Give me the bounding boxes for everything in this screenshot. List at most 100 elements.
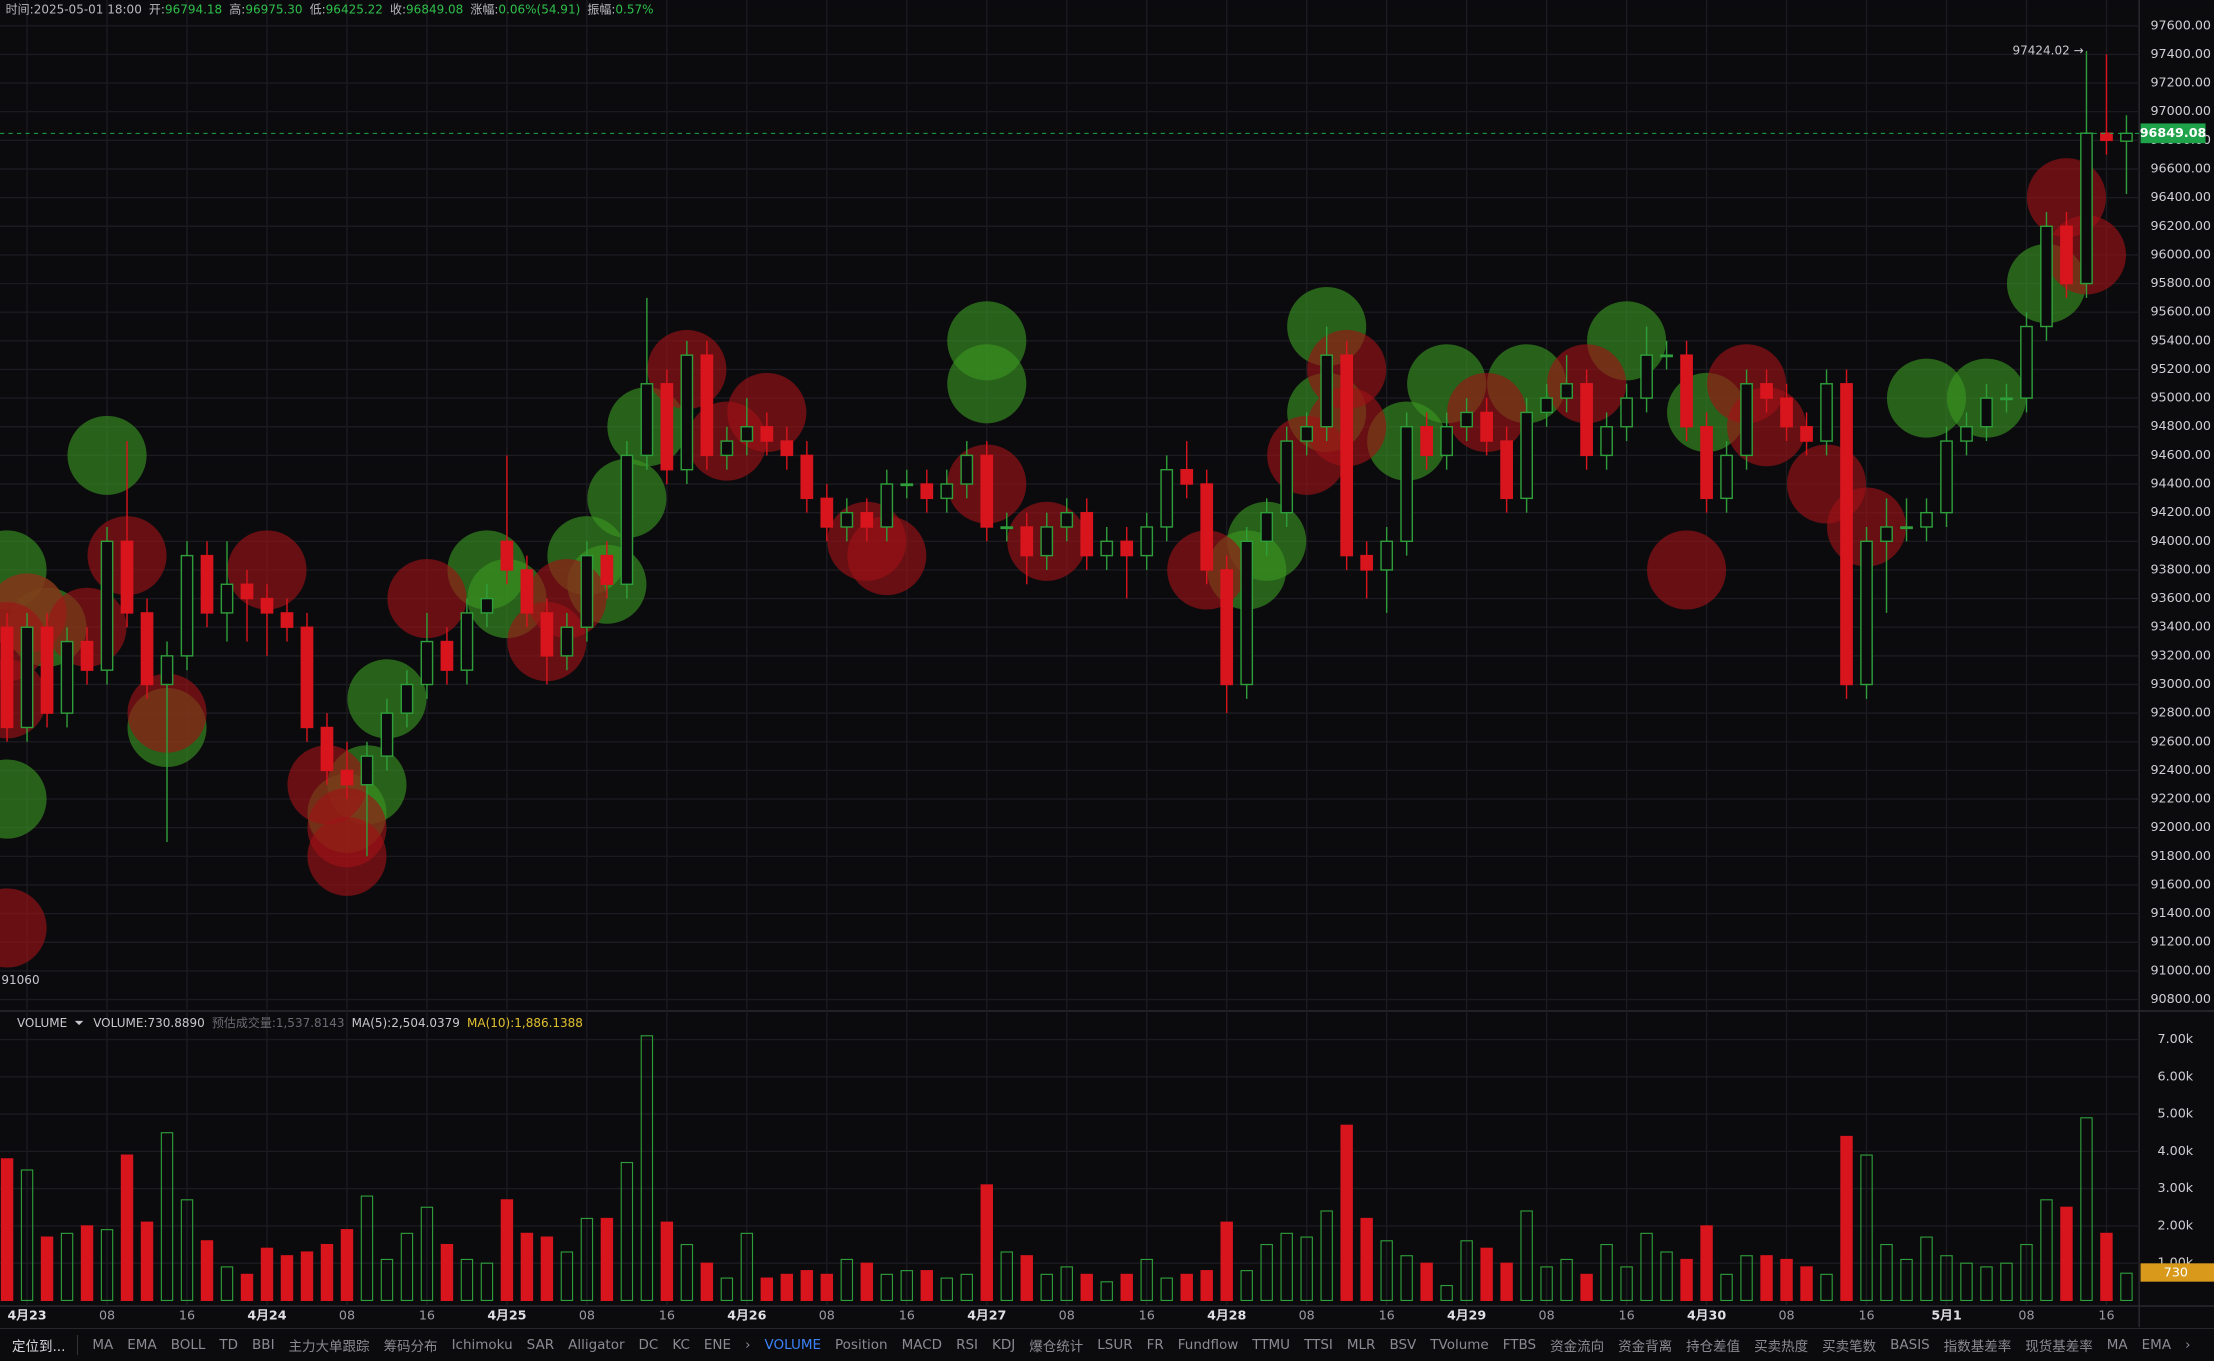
indicator-button[interactable]: BSV (1389, 1337, 1417, 1353)
x-tick-label: 16 (179, 1307, 195, 1322)
volume-bar (320, 1243, 334, 1302)
volume-bar (580, 1217, 594, 1302)
y-tick-label: 92400.00 (2150, 762, 2211, 777)
y-tick-label: 93600.00 (2150, 590, 2211, 605)
volume-bar (1920, 1236, 1933, 1302)
x-tick-label: 08 (99, 1307, 115, 1322)
indicator-button[interactable]: Alligator (568, 1337, 625, 1353)
indicator-button[interactable]: BASIS (1890, 1337, 1930, 1353)
indicator-button[interactable]: TTMU (1252, 1337, 1291, 1353)
volume-bar (1980, 1266, 1993, 1302)
indicator-button[interactable]: MLR (1346, 1337, 1376, 1353)
x-tick-label: 16 (419, 1307, 435, 1322)
volume-bar (1400, 1255, 1413, 1302)
y-tick-label: 97200.00 (2150, 75, 2211, 90)
grid: 97600.0097400.0097200.0097000.0096800.00… (0, 0, 2211, 1322)
candle-body (800, 454, 814, 500)
indicator-button[interactable]: Ichimoku (451, 1337, 513, 1353)
indicator-button[interactable]: › (745, 1337, 751, 1353)
y-tick-label: 2.00k (2158, 1217, 2194, 1232)
indicator-button[interactable]: SAR (526, 1337, 555, 1353)
volume-bar (920, 1270, 934, 1302)
indicator-button[interactable]: EMA (2141, 1337, 2172, 1353)
volume-bar (2040, 1199, 2053, 1302)
indicator-button[interactable]: 爆仓统计 (1029, 1339, 1084, 1355)
candle-body (920, 483, 934, 500)
volume-bar (1540, 1266, 1553, 1302)
indicator-button[interactable]: 买卖笔数 (1822, 1339, 1877, 1355)
indicator-button[interactable]: MA (92, 1337, 114, 1353)
indicator-button[interactable]: KC (672, 1337, 690, 1353)
x-tick-label: 4月23 (7, 1307, 46, 1322)
indicator-button[interactable]: LSUR (1097, 1337, 1133, 1353)
header-value: 96975.30 (245, 2, 302, 16)
indicator-button[interactable]: 主力大单跟踪 (288, 1339, 370, 1355)
volume-bar (1480, 1247, 1493, 1302)
volume-header-item: VOLUME:730.8890 (93, 1016, 205, 1030)
indicator-button[interactable]: FR (1146, 1337, 1164, 1353)
indicator-button[interactable]: TVolume (1430, 1337, 1489, 1353)
indicator-button[interactable]: ENE (703, 1337, 732, 1353)
indicator-button[interactable]: FTBS (1502, 1337, 1537, 1353)
indicator-button[interactable]: 买卖热度 (1754, 1339, 1809, 1355)
x-tick-label: 08 (1539, 1307, 1555, 1322)
indicator-button[interactable]: TTSI (1304, 1337, 1333, 1353)
indicator-button[interactable]: Fundflow (1177, 1337, 1239, 1353)
volume-bar (1040, 1273, 1053, 1302)
volume-bar (1140, 1258, 1153, 1302)
volume-bar (1260, 1243, 1273, 1302)
background (0, 0, 2214, 1328)
candle-body (1560, 383, 1573, 399)
candle-body (40, 626, 54, 714)
indicator-button[interactable]: 资金流向 (1550, 1339, 1605, 1355)
locate-button[interactable]: 定位到... (12, 1335, 79, 1355)
y-tick-label: 95000.00 (2150, 390, 2211, 405)
header-value: 2025-05-01 18:00 (34, 2, 142, 16)
header-value: 96849.08 (406, 2, 463, 16)
indicator-button[interactable]: KDJ (992, 1337, 1016, 1353)
indicator-button[interactable]: › (2185, 1337, 2191, 1353)
indicator-button[interactable]: RSI (956, 1337, 978, 1353)
candle-body (1060, 511, 1074, 528)
volume-bar (40, 1236, 54, 1302)
candle-body (500, 540, 514, 571)
trade-bubble (947, 344, 1027, 424)
volume-bar (100, 1229, 114, 1302)
trade-bubble (1647, 530, 1727, 610)
last-price-label: 96849.08 (2140, 125, 2207, 140)
candle-body (300, 626, 314, 729)
y-tick-label: 97000.00 (2150, 103, 2211, 118)
indicator-button[interactable]: BOLL (170, 1337, 206, 1353)
indicator-button[interactable]: MA (2106, 1337, 2128, 1353)
indicator-button[interactable]: 指数基差率 (1943, 1339, 2012, 1355)
y-tick-label: 95200.00 (2150, 361, 2211, 376)
volume-bar (1640, 1232, 1653, 1302)
indicator-button[interactable]: VOLUME (764, 1337, 822, 1353)
candle-body (100, 540, 114, 671)
indicator-button[interactable]: TD (219, 1337, 239, 1353)
indicator-button[interactable]: EMA (127, 1337, 157, 1353)
volume-bar (1620, 1266, 1633, 1302)
volume-bar (1740, 1255, 1753, 1302)
candle-body (1860, 540, 1873, 686)
indicator-button[interactable]: BBI (252, 1337, 275, 1353)
candle-body (1940, 440, 1953, 514)
indicator-button[interactable]: DC (638, 1337, 659, 1353)
indicator-button[interactable]: 筹码分布 (383, 1339, 438, 1355)
volume-bar (140, 1221, 154, 1302)
indicator-button[interactable]: Position (835, 1337, 888, 1353)
indicator-button[interactable]: 资金背离 (1618, 1339, 1673, 1355)
candle-body (1600, 426, 1613, 457)
volume-bar (1960, 1262, 1973, 1302)
indicator-button[interactable]: MACD (901, 1337, 943, 1353)
trade-bubble (307, 788, 387, 868)
y-tick-label: 7.00k (2158, 1031, 2194, 1046)
indicator-button[interactable]: 持仓差值 (1686, 1339, 1741, 1355)
header-label: 高: (229, 1, 245, 16)
volume-bar (60, 1232, 74, 1302)
volume-bar (1420, 1262, 1433, 1302)
volume-pane (0, 1035, 2133, 1302)
indicator-button[interactable]: 现货基差率 (2025, 1339, 2093, 1355)
volume-bar (420, 1206, 434, 1302)
